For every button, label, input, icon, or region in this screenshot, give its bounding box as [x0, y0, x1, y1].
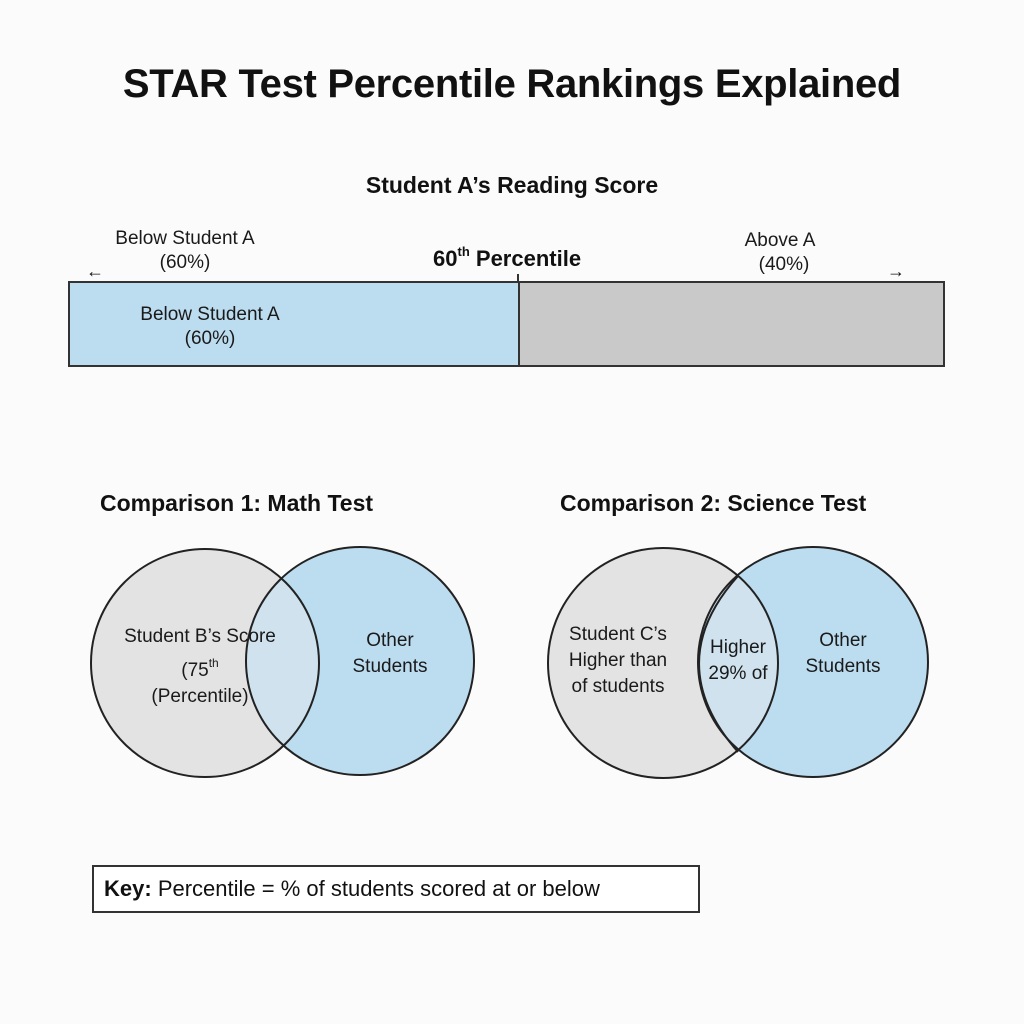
key-label: Key:	[104, 876, 152, 901]
bar-segment-above	[520, 283, 943, 365]
venn-science	[547, 546, 929, 779]
venn2-extra-arc	[698, 575, 739, 753]
below-label-line2: (60%)	[159, 252, 211, 273]
venn1-left-line1: Student B’s Score	[124, 626, 276, 647]
venn2-right-label: Other Students	[783, 628, 903, 680]
venn-math	[90, 546, 475, 778]
above-label-line1: Above A	[744, 230, 816, 251]
comparison1-title: Comparison 1: Math Test	[100, 490, 374, 516]
above-label-line2: (40%)	[758, 254, 810, 275]
venn1-left-line2-sup: th	[208, 656, 219, 670]
key-box: Key: Percentile = % of students scored a…	[92, 865, 700, 913]
venn2-left-line1: Student C’s	[569, 624, 667, 645]
below-label-line1: Below Student A	[115, 228, 255, 249]
marker-number: 60	[433, 246, 458, 271]
bar-below-label-line1: Below Student A	[140, 304, 280, 325]
venn2-left-line2: Higher than	[568, 650, 668, 671]
marker-word: Percentile	[475, 246, 582, 271]
bar-below-label-line2: (60%)	[184, 328, 236, 349]
right-arrow-icon: →	[887, 261, 905, 281]
left-arrow-icon: ←	[86, 261, 104, 281]
venn2-overlap-line2: 29% of	[708, 663, 768, 684]
venn1-right-line2: Students	[352, 656, 428, 677]
percentile-divider-tick	[517, 274, 519, 284]
bar-below-label: Below Student A (60%)	[110, 303, 310, 351]
venn1-left-label: Student B’s Score (75th (Percentile)	[100, 624, 300, 710]
venn1-left-line2: (75th	[100, 650, 300, 684]
comparison2-title: Comparison 2: Science Test	[560, 490, 867, 516]
venn1-left-line3: (Percentile)	[151, 686, 249, 707]
venn2-left-label: Student C’s Higher than of students	[553, 622, 683, 700]
venn1-left-line2-text: (75	[181, 660, 209, 681]
venn1-right-label: Other Students	[330, 628, 450, 680]
below-label-top: Below Student A (60%)	[85, 227, 285, 275]
marker-suffix: th	[457, 244, 470, 259]
percentile-marker-label: 60th Percentile	[433, 244, 581, 272]
bar-segment-below: Below Student A (60%)	[70, 283, 520, 365]
percentile-bar: Below Student A (60%)	[68, 281, 945, 367]
venn2-right-line2: Students	[805, 656, 881, 677]
venn2-right-line1: Other	[819, 630, 867, 651]
venn1-right-line1: Other	[366, 630, 414, 651]
key-text: Percentile = % of students scored at or …	[157, 876, 600, 901]
page-title: STAR Test Percentile Rankings Explained	[122, 62, 902, 106]
venn2-overlap-line1: Higher	[710, 637, 766, 658]
reading-score-title: Student A’s Reading Score	[365, 172, 659, 198]
venn2-overlap	[698, 548, 778, 777]
venn2-left-line3: of students	[571, 676, 665, 697]
above-label: Above A (40%)	[700, 229, 860, 277]
venn2-overlap-label: Higher 29% of	[698, 635, 778, 687]
